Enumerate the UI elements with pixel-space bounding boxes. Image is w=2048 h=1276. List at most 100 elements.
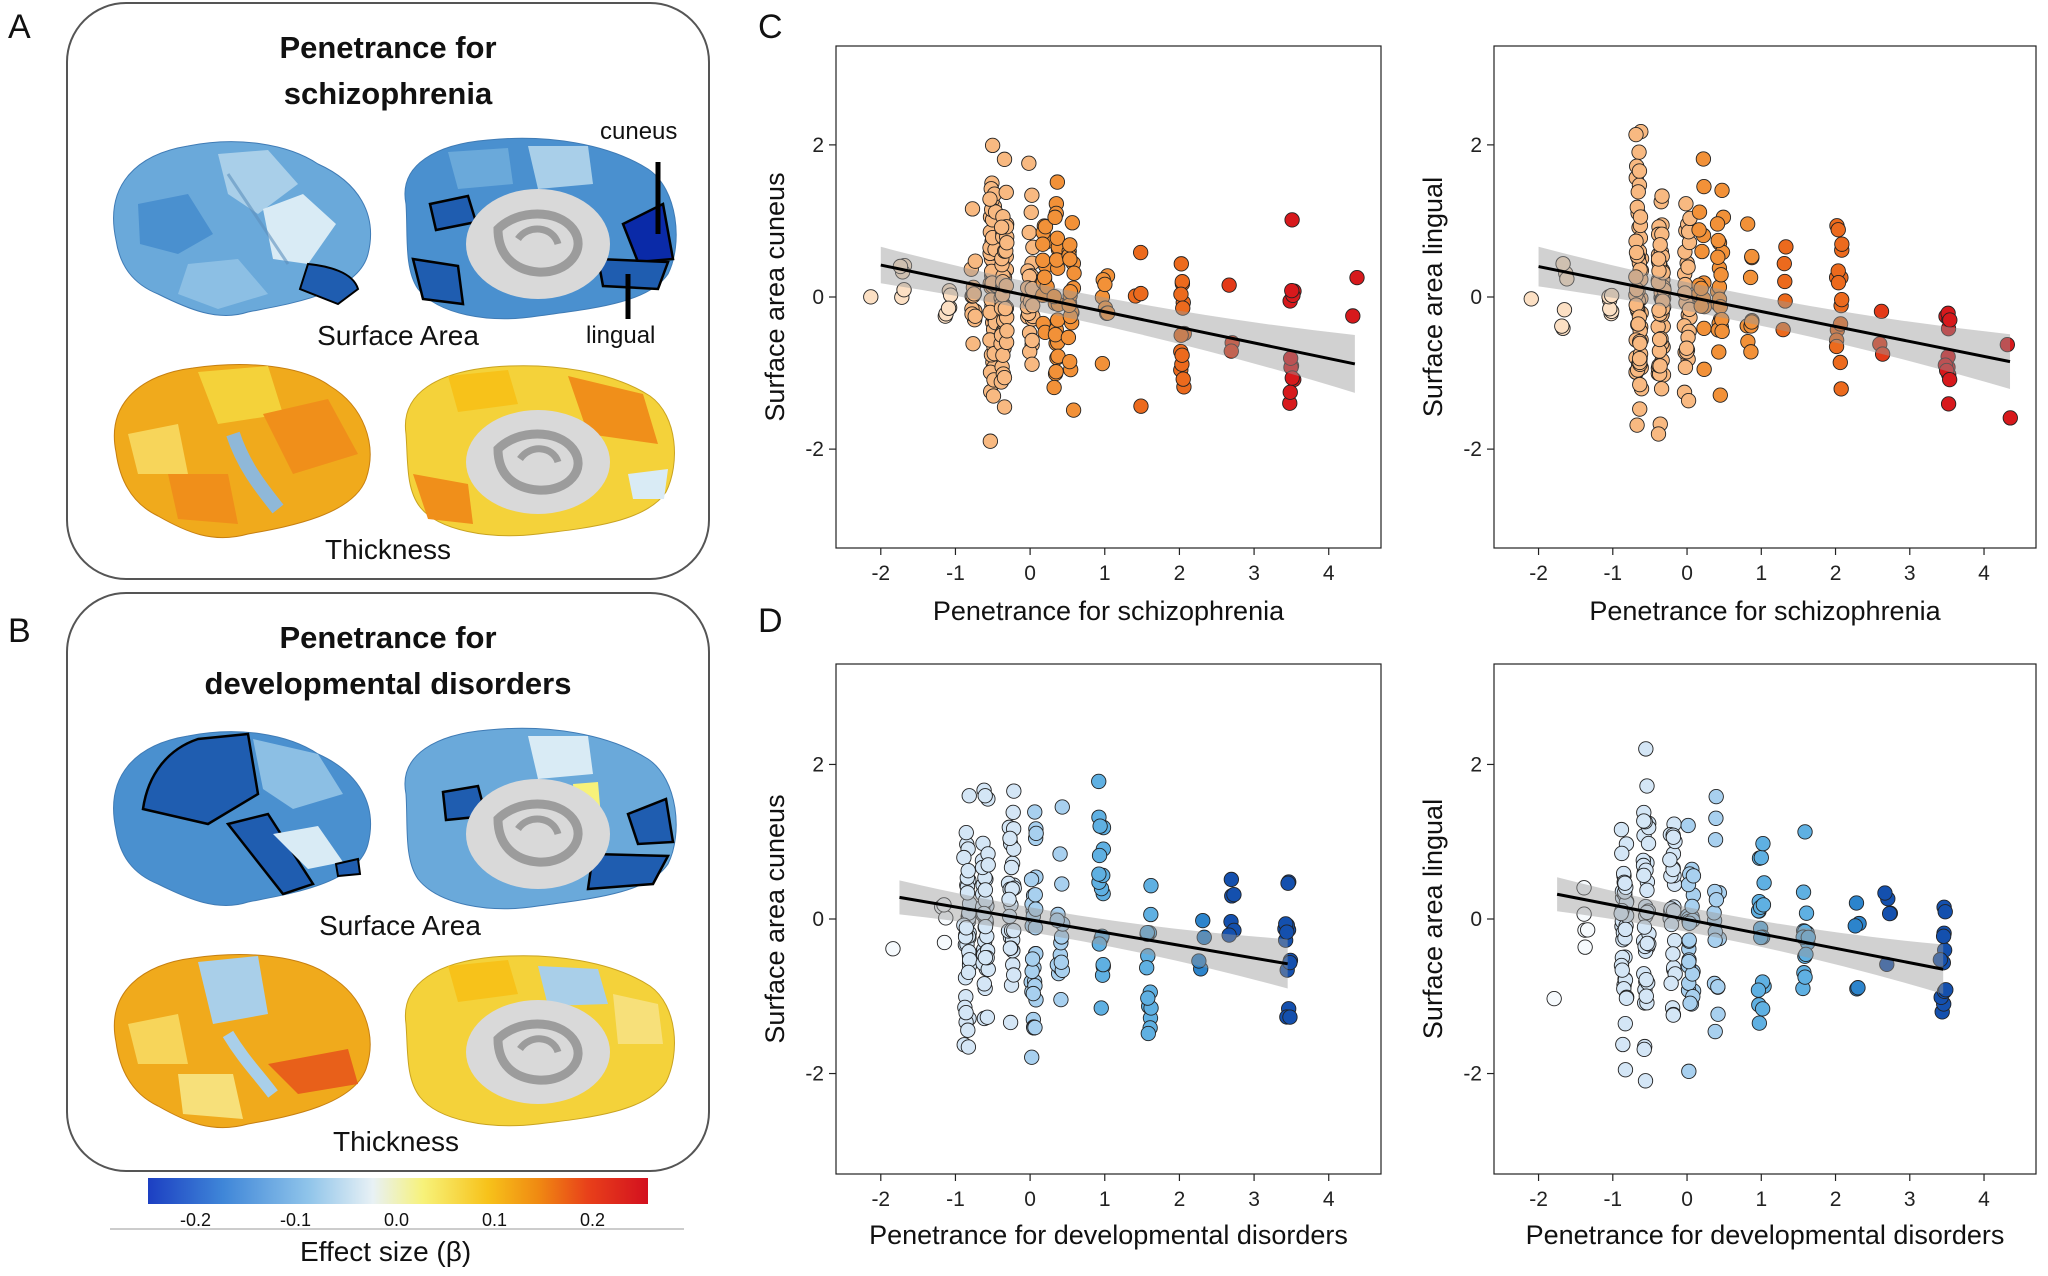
data-point xyxy=(1066,265,1082,281)
data-point xyxy=(1877,885,1893,901)
y-tick-label: -2 xyxy=(1463,1063,1482,1086)
plot-frame xyxy=(1493,663,2037,1175)
y-tick-label: 0 xyxy=(1470,286,1482,309)
data-point xyxy=(1175,371,1191,387)
data-point xyxy=(1282,1009,1298,1025)
data-point xyxy=(2002,410,2018,426)
brain-lateral-thickness-b xyxy=(114,954,371,1129)
x-tick-label: 3 xyxy=(1248,1188,1260,1211)
data-point xyxy=(977,882,993,898)
data-point xyxy=(1751,1015,1768,1031)
data-point xyxy=(1631,350,1648,367)
data-point xyxy=(999,235,1015,251)
x-tick-label: 4 xyxy=(1978,562,1990,585)
data-point xyxy=(1935,928,1952,944)
data-point xyxy=(1024,1049,1040,1065)
data-point xyxy=(1035,252,1051,268)
data-point xyxy=(966,286,982,302)
x-axis-label: Penetrance for schizophrenia xyxy=(933,596,1285,626)
data-point xyxy=(1777,273,1793,290)
data-point xyxy=(1834,291,1850,308)
data-point xyxy=(1173,256,1189,272)
data-point xyxy=(1028,901,1044,917)
y-tick-label: -2 xyxy=(805,438,824,461)
brain-lateral-surface-b xyxy=(113,731,372,906)
data-point xyxy=(1615,1036,1631,1053)
data-point xyxy=(1024,187,1040,203)
data-point xyxy=(1696,361,1712,377)
data-point xyxy=(996,369,1013,386)
data-point xyxy=(1680,393,1697,409)
data-point xyxy=(1632,335,1648,352)
data-point xyxy=(1047,209,1063,225)
x-tick-label: 3 xyxy=(1248,562,1260,585)
colorbar-tick-label: 0.1 xyxy=(482,1210,508,1230)
data-point xyxy=(1650,426,1667,442)
data-point xyxy=(885,941,901,957)
data-point xyxy=(1140,990,1156,1006)
regression-line xyxy=(1538,265,2011,364)
data-point xyxy=(1652,358,1668,374)
data-point xyxy=(1001,891,1017,908)
data-point xyxy=(1714,323,1730,340)
data-point xyxy=(1093,1000,1109,1016)
data-point xyxy=(896,282,912,298)
data-point xyxy=(1681,1063,1697,1079)
data-point xyxy=(1685,868,1702,884)
data-point xyxy=(1091,866,1107,882)
data-point xyxy=(1174,347,1190,363)
brain-box-developmental: Penetrance for developmental disorders xyxy=(66,592,710,1172)
data-point xyxy=(1708,788,1724,805)
data-point xyxy=(1054,876,1070,892)
data-point xyxy=(1577,939,1593,955)
data-point xyxy=(1681,932,1697,948)
data-point xyxy=(1710,1006,1726,1022)
data-point xyxy=(1613,821,1630,838)
data-point xyxy=(1617,1062,1634,1078)
data-point xyxy=(1744,248,1760,265)
data-point xyxy=(1054,799,1070,815)
data-point xyxy=(1678,196,1694,212)
box-title-line1: Penetrance for xyxy=(279,620,497,655)
brain-medial-thickness-a xyxy=(404,365,675,537)
data-point xyxy=(1006,967,1022,983)
y-tick-label: 0 xyxy=(812,286,824,309)
data-point xyxy=(1798,946,1814,963)
data-point xyxy=(1002,940,1019,956)
data-point xyxy=(961,788,977,804)
data-point xyxy=(1662,852,1678,868)
data-point xyxy=(1062,251,1078,267)
data-point xyxy=(1027,804,1043,820)
data-point xyxy=(1798,905,1815,921)
data-point xyxy=(1797,824,1813,840)
data-point xyxy=(1653,381,1670,397)
data-point xyxy=(1046,379,1062,396)
colorbar-tick-label: 0.2 xyxy=(580,1210,606,1230)
colorbar-tick-label: -0.1 xyxy=(280,1210,312,1230)
data-point xyxy=(1638,988,1654,1004)
data-point xyxy=(1708,892,1725,908)
data-point xyxy=(1195,912,1211,929)
panel-letter-a: A xyxy=(8,8,31,46)
brain-medial-surface-a xyxy=(404,137,677,320)
confidence-band xyxy=(1538,246,2011,390)
x-tick-label: 0 xyxy=(1681,1188,1693,1211)
data-point xyxy=(1143,906,1159,923)
y-tick-label: 2 xyxy=(1470,753,1482,776)
plot-frame xyxy=(835,663,1382,1175)
data-point xyxy=(1942,312,1958,328)
data-point xyxy=(1006,922,1022,939)
data-point xyxy=(1576,906,1592,922)
x-tick-label: 4 xyxy=(1978,1188,1990,1211)
data-point xyxy=(1617,1016,1633,1032)
data-point xyxy=(1097,276,1113,293)
data-point xyxy=(1628,244,1645,261)
data-point xyxy=(1694,243,1710,260)
data-point xyxy=(960,964,977,981)
data-point xyxy=(998,184,1014,200)
data-point xyxy=(1709,216,1726,232)
x-tick-label: 3 xyxy=(1904,562,1916,585)
data-point xyxy=(1740,216,1756,232)
data-point xyxy=(1053,991,1069,1008)
data-point xyxy=(1932,952,1949,968)
